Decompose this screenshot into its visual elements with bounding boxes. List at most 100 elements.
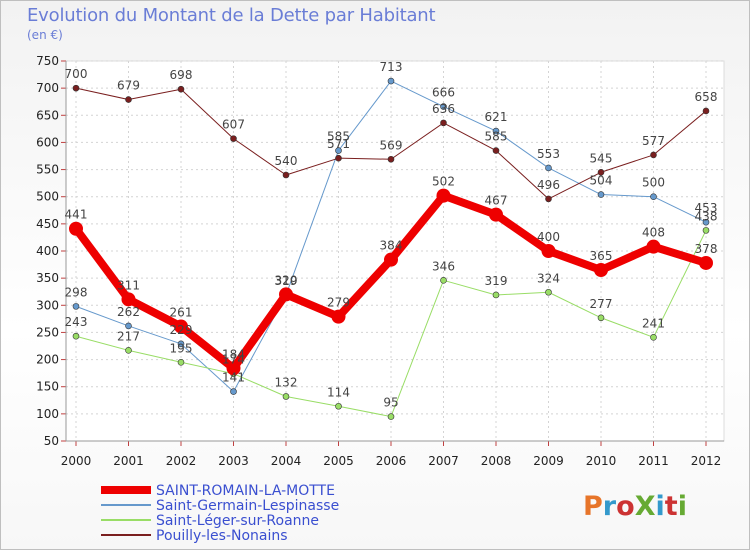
data-label: 585 bbox=[327, 130, 350, 144]
legend-label: SAINT-ROMAIN-LA-MOTTE bbox=[156, 483, 335, 499]
data-label: 502 bbox=[432, 175, 455, 189]
data-label: 496 bbox=[537, 178, 560, 192]
data-point bbox=[177, 340, 185, 348]
data-point bbox=[121, 292, 136, 307]
data-point bbox=[226, 361, 241, 376]
data-label: 453 bbox=[695, 201, 718, 215]
x-tick-label: 2002 bbox=[166, 454, 197, 468]
data-point bbox=[436, 188, 451, 203]
data-point bbox=[384, 252, 398, 267]
data-point bbox=[72, 303, 80, 310]
data-label: 365 bbox=[590, 249, 613, 263]
x-tick-label: 2001 bbox=[113, 454, 144, 468]
x-tick-label: 2009 bbox=[533, 454, 564, 468]
data-label: 229 bbox=[170, 323, 193, 337]
data-label: 658 bbox=[695, 90, 718, 104]
data-label: 698 bbox=[170, 68, 193, 82]
x-tick-label: 2005 bbox=[323, 454, 354, 468]
data-point bbox=[699, 255, 713, 270]
y-tick-label: 450 bbox=[36, 217, 59, 231]
data-point bbox=[125, 347, 132, 354]
data-label: 279 bbox=[327, 296, 350, 310]
data-point bbox=[702, 227, 710, 234]
data-label: 241 bbox=[642, 316, 665, 330]
x-tick-label: 2003 bbox=[218, 454, 249, 468]
proxiti-logo: ProXiti bbox=[583, 491, 687, 522]
data-label: 545 bbox=[590, 151, 613, 165]
data-label: 467 bbox=[485, 194, 508, 208]
data-point bbox=[650, 193, 657, 201]
x-tick-label: 2010 bbox=[586, 454, 617, 468]
data-point bbox=[72, 84, 80, 92]
data-label: 319 bbox=[275, 274, 298, 288]
data-point bbox=[646, 239, 661, 254]
data-point bbox=[702, 218, 710, 226]
data-label: 277 bbox=[590, 297, 613, 311]
data-label: 400 bbox=[537, 230, 560, 244]
data-point bbox=[597, 168, 605, 176]
data-label: 607 bbox=[222, 118, 245, 132]
y-tick-label: 350 bbox=[36, 271, 59, 285]
data-label: 320 bbox=[275, 273, 298, 287]
data-label: 500 bbox=[642, 176, 665, 190]
y-tick-label: 50 bbox=[44, 434, 59, 448]
x-tick-label: 2007 bbox=[428, 454, 459, 468]
data-point bbox=[440, 119, 447, 127]
data-point bbox=[174, 319, 188, 334]
legend-label: Saint-Léger-sur-Roanne bbox=[156, 513, 319, 529]
data-label: 378 bbox=[695, 242, 718, 256]
data-label: 95 bbox=[383, 396, 398, 410]
y-tick-label: 750 bbox=[36, 54, 59, 68]
data-point bbox=[387, 413, 395, 420]
data-point bbox=[230, 388, 237, 395]
data-point bbox=[230, 135, 237, 142]
data-point bbox=[125, 322, 132, 330]
data-point bbox=[597, 314, 605, 322]
data-point bbox=[387, 155, 395, 163]
y-tick-label: 200 bbox=[36, 353, 59, 367]
data-point bbox=[440, 277, 447, 284]
data-label: 141 bbox=[222, 371, 245, 385]
data-label: 311 bbox=[117, 278, 140, 292]
data-point bbox=[335, 402, 342, 410]
data-label: 540 bbox=[275, 154, 298, 168]
y-tick-label: 700 bbox=[36, 81, 59, 95]
y-tick-label: 400 bbox=[36, 244, 59, 258]
data-point bbox=[650, 151, 657, 159]
data-point bbox=[545, 288, 552, 296]
data-point bbox=[492, 147, 500, 154]
x-tick-label: 2011 bbox=[638, 454, 669, 468]
data-label: 585 bbox=[485, 130, 508, 144]
data-point bbox=[545, 164, 552, 172]
data-point bbox=[387, 77, 395, 85]
data-label: 261 bbox=[170, 305, 193, 319]
legend-label: Pouilly-les-Nonains bbox=[156, 528, 288, 544]
data-label: 298 bbox=[65, 285, 88, 299]
data-point bbox=[177, 85, 185, 93]
data-point bbox=[72, 332, 80, 340]
data-label: 577 bbox=[642, 134, 665, 148]
data-label: 262 bbox=[117, 305, 140, 319]
data-point bbox=[594, 263, 608, 277]
data-point bbox=[702, 107, 710, 115]
data-point bbox=[282, 393, 290, 400]
data-label: 319 bbox=[485, 274, 508, 288]
data-label: 114 bbox=[327, 385, 350, 399]
data-point bbox=[492, 127, 500, 135]
data-point bbox=[492, 291, 500, 299]
data-label: 217 bbox=[117, 329, 140, 343]
y-tick-label: 550 bbox=[36, 163, 59, 177]
data-point bbox=[331, 309, 346, 324]
data-label: 384 bbox=[380, 239, 403, 253]
data-label: 700 bbox=[65, 67, 88, 81]
data-label: 132 bbox=[275, 375, 298, 389]
data-point bbox=[650, 334, 657, 341]
data-point bbox=[279, 287, 293, 302]
data-label: 679 bbox=[117, 79, 140, 93]
data-label: 553 bbox=[537, 147, 560, 161]
data-point bbox=[541, 244, 556, 258]
data-label: 713 bbox=[380, 60, 403, 74]
data-label: 324 bbox=[537, 271, 560, 285]
